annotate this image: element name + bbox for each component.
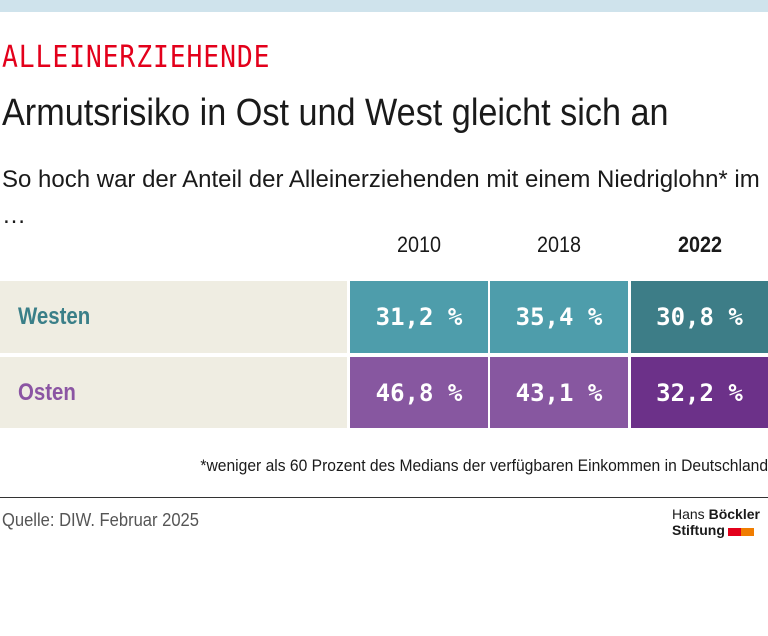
row-label-westen: Westen xyxy=(0,281,347,353)
logo-bars-icon xyxy=(727,523,754,539)
table-cell: 35,4 % xyxy=(490,281,628,353)
footnote: *weniger als 60 Prozent des Medians der … xyxy=(200,456,768,475)
hans-boeckler-logo: Hans Böckler Stiftung xyxy=(672,506,760,539)
table-cell: 43,1 % xyxy=(490,357,628,428)
subtitle: So hoch war der Anteil der Alleinerziehe… xyxy=(2,166,760,229)
column-header-2018: 2018 xyxy=(536,232,582,257)
table-cell: 46,8 % xyxy=(350,357,488,428)
logo-text: Hans xyxy=(672,506,709,522)
table-cell: 32,2 % xyxy=(631,357,768,428)
table-cell: 30,8 % xyxy=(631,281,768,353)
source: Quelle: DIW. Februar 2025 xyxy=(2,510,199,530)
column-header-2010: 2010 xyxy=(396,232,442,257)
logo-text: Böckler xyxy=(708,506,760,522)
row-label-text: Osten xyxy=(18,378,76,406)
headline: Armutsrisiko in Ost und West gleicht sic… xyxy=(2,92,669,134)
kicker: ALLEINERZIEHENDE xyxy=(2,40,271,75)
logo-text: Stiftung xyxy=(672,522,725,538)
row-label-text: Westen xyxy=(18,303,91,330)
column-header-2022: 2022 xyxy=(677,232,723,257)
divider xyxy=(0,497,768,498)
row-label-osten: Osten xyxy=(0,357,347,428)
table-cell: 31,2 % xyxy=(350,281,488,353)
top-bar xyxy=(0,0,768,12)
